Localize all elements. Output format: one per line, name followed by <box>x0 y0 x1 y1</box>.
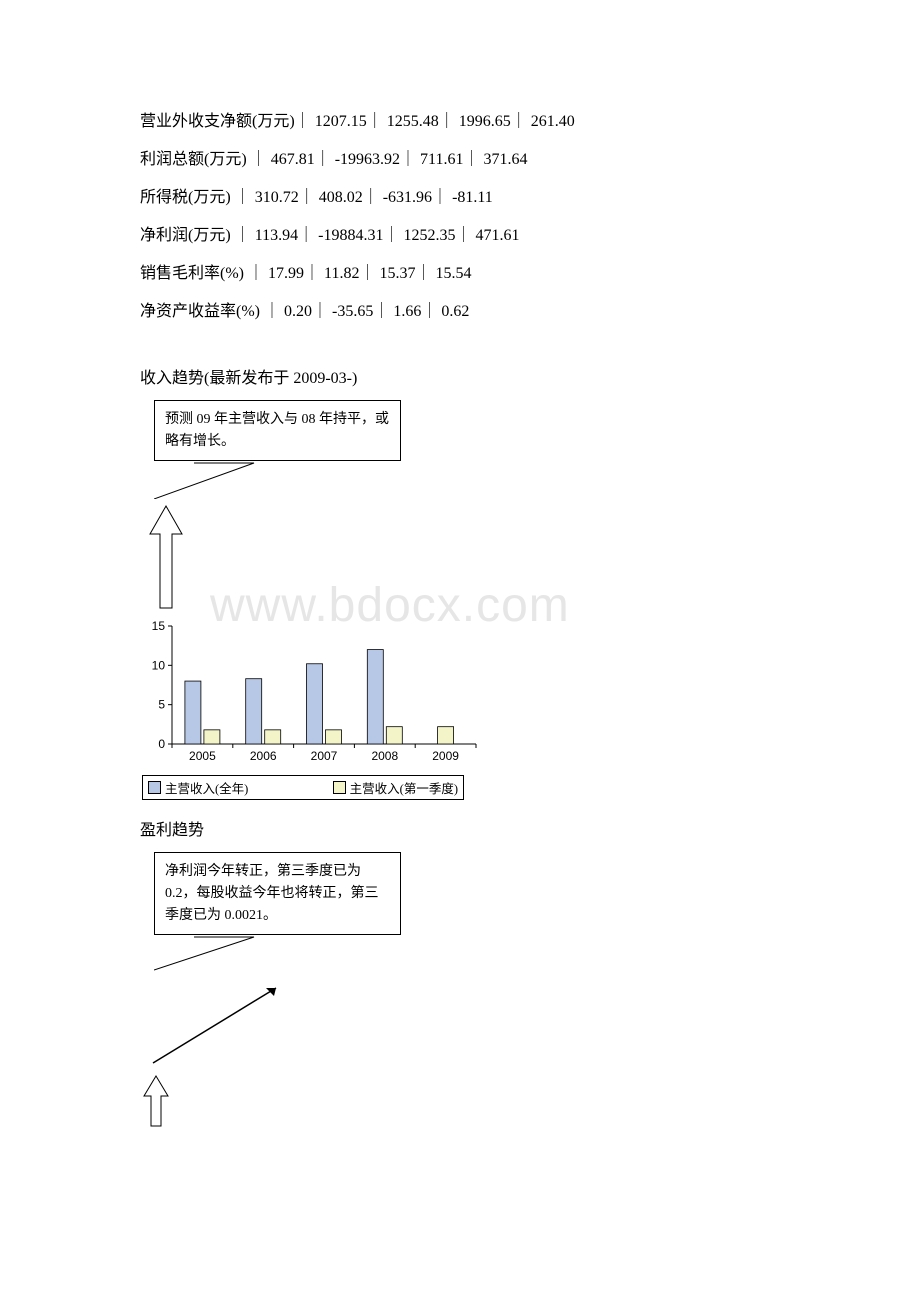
svg-text:0: 0 <box>158 737 165 751</box>
svg-text:15: 15 <box>152 619 166 633</box>
revenue-bar-chart: 0 5 10 15 2005 2006 2007 2008 2009 主营收入(全年) 主营收入… <box>142 618 780 800</box>
up-arrow-small-icon <box>142 1074 170 1130</box>
svg-text:2007: 2007 <box>311 749 338 763</box>
data-row: 利润总额(万元) ｜ 467.81｜ -19963.92｜ 711.61｜ 37… <box>140 148 780 172</box>
row-label: 销售毛利率(%) <box>140 265 248 282</box>
row-label: 营业外收支净额(万元) <box>140 113 295 130</box>
svg-text:5: 5 <box>158 698 165 712</box>
diagonal-arrow-icon <box>148 978 298 1068</box>
legend-label-full: 主营收入(全年) <box>165 778 248 797</box>
legend-swatch-full <box>148 781 161 794</box>
row-label: 净利润(万元) <box>140 227 235 244</box>
callout-revenue: 预测 09 年主营收入与 08 年持平，或略有增长。 <box>154 400 401 461</box>
legend-label-q1: 主营收入(第一季度) <box>350 778 458 797</box>
svg-text:2009: 2009 <box>432 749 459 763</box>
chart-legend: 主营收入(全年) 主营收入(第一季度) <box>142 775 464 800</box>
data-row: 净利润(万元) ｜ 113.94｜ -19884.31｜ 1252.35｜ 47… <box>140 224 780 248</box>
row-label: 净资产收益率(%) <box>140 303 264 320</box>
data-row: 营业外收支净额(万元)｜ 1207.15｜ 1255.48｜ 1996.65｜ … <box>140 110 780 134</box>
legend-swatch-q1 <box>333 781 346 794</box>
section-title-profit-trend: 盈利趋势 <box>140 816 780 840</box>
callout-tail-icon <box>154 935 394 973</box>
callout-tail-icon <box>154 461 394 499</box>
data-row: 所得税(万元) ｜ 310.72｜ 408.02｜ -631.96｜ -81.1… <box>140 186 780 210</box>
data-row: 净资产收益率(%) ｜ 0.20｜ -35.65｜ 1.66｜ 0.62 <box>140 300 780 324</box>
data-row: 销售毛利率(%) ｜ 17.99｜ 11.82｜ 15.37｜ 15.54 <box>140 262 780 286</box>
up-arrow-icon <box>146 504 186 614</box>
section-title-revenue-trend: 收入趋势(最新发布于 2009-03-) <box>140 364 780 388</box>
svg-text:2008: 2008 <box>371 749 398 763</box>
svg-text:10: 10 <box>152 659 166 673</box>
callout-profit: 净利润今年转正，第三季度已为 0.2，每股收益今年也将转正，第三季度已为 0.0… <box>154 852 401 935</box>
row-label: 利润总额(万元) <box>140 151 251 168</box>
svg-text:2006: 2006 <box>250 749 277 763</box>
svg-text:2005: 2005 <box>189 749 216 763</box>
row-label: 所得税(万元) <box>140 189 235 206</box>
